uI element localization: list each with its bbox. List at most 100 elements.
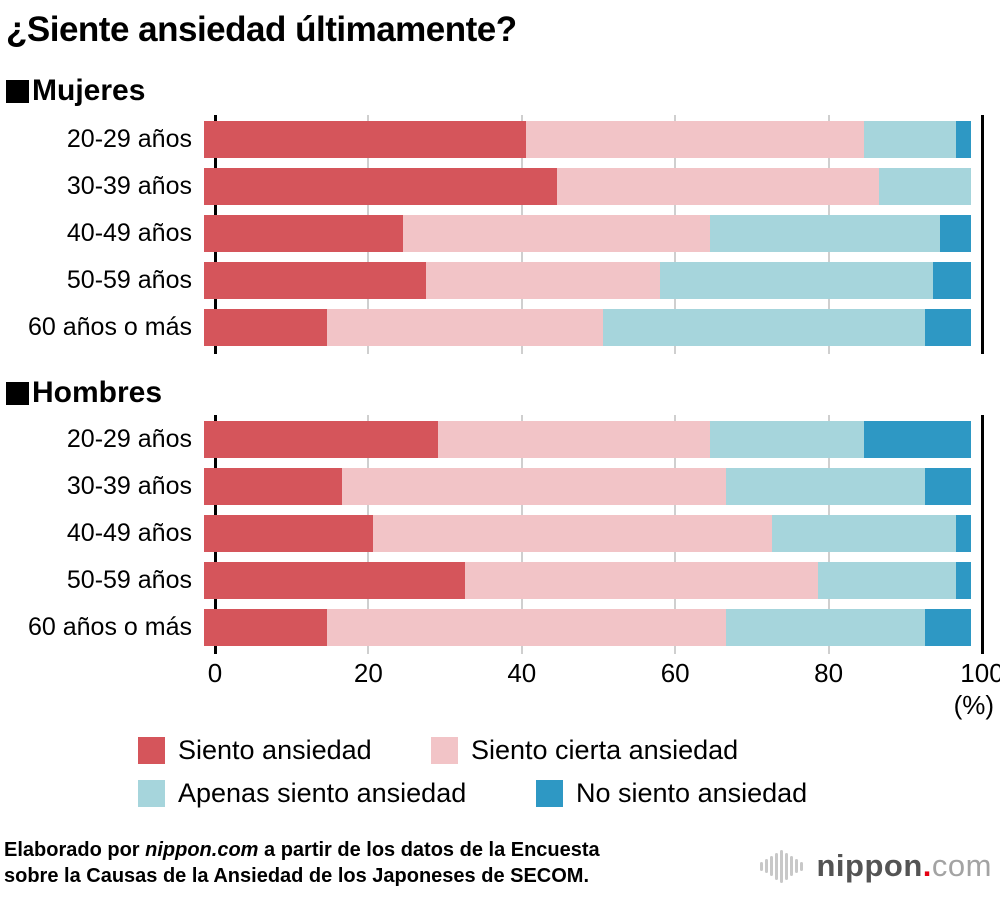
bar-segment [464,562,818,599]
category-label: 60 años o más [28,613,192,641]
bar-segment [204,215,404,252]
bar-segment [924,468,971,505]
lightblue-swatch-icon [138,780,165,807]
legend-item-siento-ansiedad: Siento ansiedad [138,735,431,766]
bar-segment [924,609,971,646]
category-label: 40-49 años [66,519,192,547]
x-tick-label: 100 [960,658,1000,688]
bar-segment [710,215,941,252]
x-axis-unit: (%) [953,690,994,720]
black-square-icon [6,79,29,103]
section-header-mujeres: Mujeres [6,74,990,108]
bar-segment [556,168,879,205]
bar-segment [437,421,711,458]
bar-segment [326,609,726,646]
stacked-bar [204,309,971,346]
mujeres-bar-rows: 20-29 años 30-39 años 40-49 años 50-59 años… [4,121,990,346]
legend-label: Siento ansiedad [178,735,372,765]
source-note-brand: nippon.com [145,838,259,861]
stacked-bar [204,121,971,158]
source-note-text: Elaborado por [4,838,146,861]
logo-dot: . [922,848,932,883]
axis-line [980,415,984,654]
blue-swatch-icon [536,780,563,807]
stacked-bar [204,168,971,205]
legend-item-no-siento-ansiedad: No siento ansiedad [536,778,807,809]
bar-row: 60 años o más [4,609,990,646]
axis-line [980,115,984,354]
bar-segment [817,562,956,599]
logo-tld: com [931,848,992,883]
chart-title: ¿Siente ansiedad últimamente? [6,10,517,49]
category-label: 30-39 años [66,172,192,200]
stacked-bar [204,562,971,599]
section-label: Mujeres [32,74,146,107]
bar-row: 50-59 años [4,562,990,599]
legend-row: Siento ansiedad Siento cierta ansiedad [138,735,990,766]
bar-segment [426,262,661,299]
footer: Elaborado por nippon.com a partir de los… [4,837,992,890]
bar-segment [955,562,971,599]
mujeres-chart: 20-29 años 30-39 años 40-49 años 50-59 años… [4,115,990,354]
logo-wordmark: nippon.com [817,848,993,884]
bar-row: 20-29 años [4,121,990,158]
x-tick-label: 20 [353,658,383,688]
bar-segment [204,515,373,552]
red-swatch-icon [138,737,165,764]
x-tick-label: 40 [507,658,537,688]
bar-segment [204,262,427,299]
source-note-text: a partir de los datos de la Encuesta [258,838,600,861]
pink-swatch-icon [431,737,458,764]
soundwave-icon [759,849,803,883]
bar-segment [725,609,925,646]
legend-row: Apenas siento ansiedad No siento ansieda… [138,778,990,809]
bar-row: 20-29 años [4,421,990,458]
category-label: 30-39 años [66,472,192,500]
category-label: 50-59 años [66,566,192,594]
stacked-bar [204,468,971,505]
bar-segment [204,309,327,346]
category-label: 20-29 años [66,125,192,153]
legend-item-apenas-siento-ansiedad: Apenas siento ansiedad [138,778,536,809]
source-note-text: sobre la Causas de la Ansiedad de los Ja… [4,865,590,888]
bar-segment [204,468,343,505]
legend-label: No siento ansiedad [576,778,808,808]
bar-segment [326,309,603,346]
source-note: Elaborado por nippon.com a partir de los… [4,837,600,890]
category-label: 20-29 años [66,425,192,453]
bar-segment [526,121,864,158]
bar-segment [955,121,971,158]
nippon-com-logo: nippon.com [759,848,993,890]
x-tick-label: 60 [660,658,690,688]
bar-segment [725,468,925,505]
category-label: 50-59 años [66,266,192,294]
bar-segment [710,421,864,458]
bar-segment [602,309,925,346]
legend-label: Apenas siento ansiedad [178,778,467,808]
bar-segment [372,515,772,552]
bar-segment [771,515,956,552]
section-label: Hombres [32,376,163,409]
stacked-bar [204,609,971,646]
bar-segment [204,121,527,158]
bar-segment [204,168,557,205]
bar-segment [863,421,971,458]
category-label: 60 años o más [28,313,192,341]
legend: Siento ansiedad Siento cierta ansiedad A… [138,735,990,809]
bar-segment [863,121,956,158]
x-tick-label: 80 [814,658,844,688]
bar-segment [660,262,933,299]
bar-segment [204,421,438,458]
bar-row: 50-59 años [4,262,990,299]
bar-segment [204,609,327,646]
bar-row: 30-39 años [4,168,990,205]
hombres-chart: 20-29 años 30-39 años 40-49 años 50-59 años… [4,415,990,654]
bar-segment [940,215,971,252]
bar-segment [924,309,971,346]
stacked-bar [204,515,971,552]
bar-row: 60 años o más [4,309,990,346]
bar-segment [342,468,726,505]
legend-item-siento-cierta-ansiedad: Siento cierta ansiedad [431,735,738,766]
stacked-bar [204,421,971,458]
